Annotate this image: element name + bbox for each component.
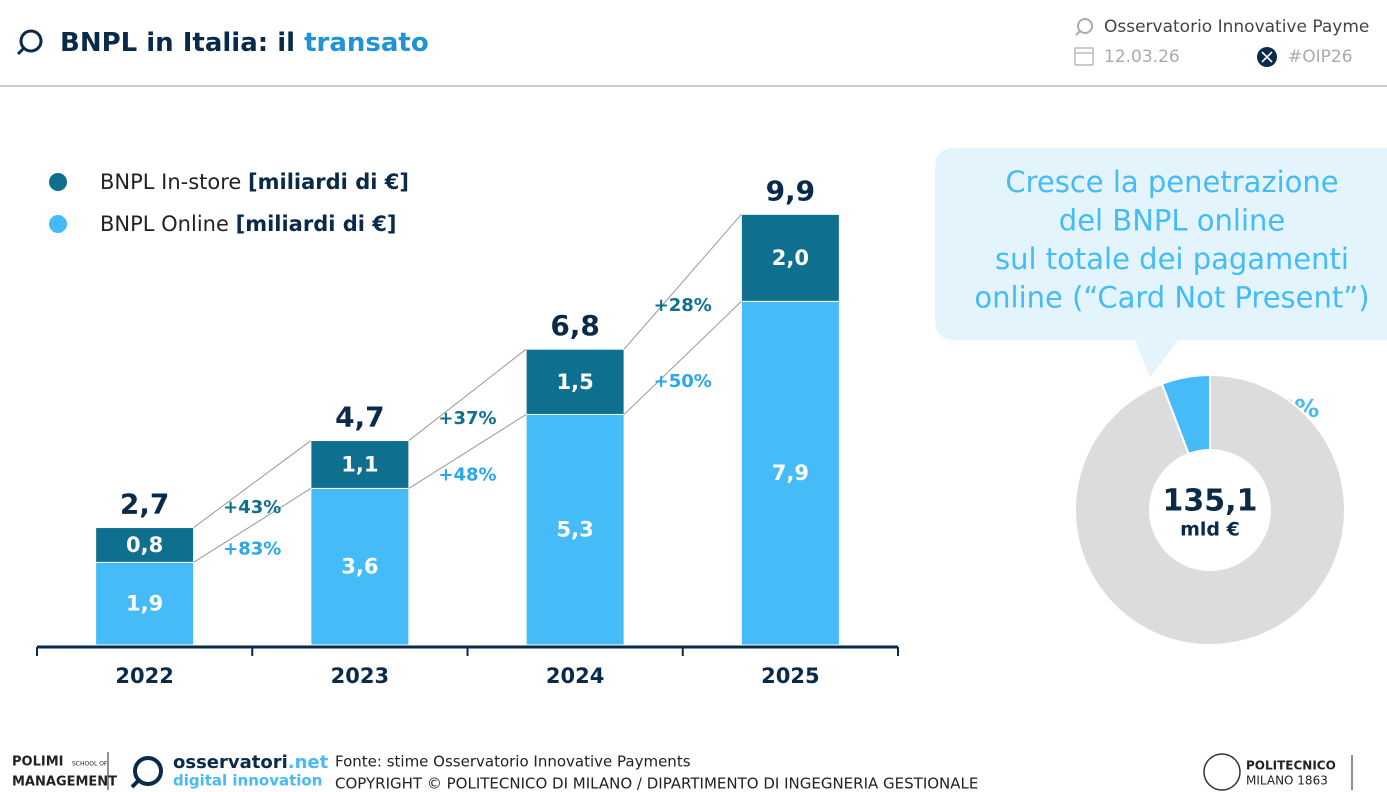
osservatori-logo: osservatori.net	[173, 752, 329, 773]
bar-segment	[525, 413, 625, 646]
growth-connector	[408, 348, 527, 441]
legend-label: BNPL Online [miliardi di €]	[100, 212, 397, 236]
donut-slice	[1073, 373, 1346, 646]
osservatori-icon	[130, 756, 163, 789]
callout-line: Cresce la penetrazione	[1005, 165, 1338, 199]
legend-marker	[49, 173, 67, 191]
legend-unit: [miliardi di €]	[248, 170, 409, 194]
bar-value-label: 5,3	[557, 518, 594, 542]
growth-label: +28%	[654, 295, 712, 316]
bar-value-label: 7,9	[772, 461, 809, 485]
politecnico-city: MILANO 1863	[1246, 774, 1328, 788]
legend-unit: [miliardi di €]	[236, 212, 397, 236]
callout: Cresce la penetrazione del BNPL online sul…	[974, 165, 1369, 315]
polimi-logo: POLIMI	[12, 755, 63, 770]
total-label: 2,7	[120, 488, 170, 521]
bar-value-label: 1,9	[126, 592, 163, 616]
title-highlight: transato	[304, 28, 429, 58]
growth-label: +48%	[438, 464, 496, 485]
bar-segment	[310, 440, 410, 489]
bar-value-label: 3,6	[341, 555, 378, 579]
growth-connector	[193, 440, 312, 528]
title: BNPL in Italia: il transato	[60, 28, 429, 58]
polimi-logo-school: SCHOOL OF	[72, 761, 108, 768]
growth-label: +43%	[223, 497, 281, 518]
callout-line: online (“Card Not Present”)	[974, 281, 1369, 315]
observatory-icon	[1075, 18, 1093, 36]
growth-connector	[408, 414, 527, 489]
growth-connector	[623, 300, 742, 415]
legend-label: BNPL In-store [miliardi di €]	[100, 170, 409, 194]
legend-marker	[49, 215, 67, 233]
polimi-logo-management: MANAGEMENT	[12, 775, 117, 790]
callout-line: del BNPL online	[1059, 204, 1285, 238]
hashtag: #OIP26	[1288, 47, 1353, 67]
legend-name: BNPL In-store	[100, 170, 241, 194]
politecnico-name: POLITECNICO	[1246, 759, 1336, 773]
growth-connector	[623, 214, 742, 350]
growth-label: +37%	[438, 408, 496, 429]
observatory: Osservatorio Innovative Payme	[1104, 17, 1369, 37]
x-tick-label: 2022	[115, 664, 173, 688]
bar-value-label: 2,0	[772, 246, 809, 270]
x-tick-label: 2023	[331, 664, 389, 688]
bar-segment	[740, 300, 840, 646]
osservatori-name: osservatori	[173, 752, 288, 773]
callout-line: sul totale dei pagamenti	[995, 242, 1349, 276]
bar-segment	[740, 213, 840, 302]
x-icon	[1257, 47, 1277, 67]
donut-center-unit: mld €	[1180, 519, 1240, 541]
bar-segment	[95, 527, 195, 563]
bar-segment	[95, 561, 195, 646]
header-icon	[16, 29, 43, 56]
donut-center-value: 135,1	[1163, 484, 1258, 519]
growth-label: +83%	[223, 538, 281, 559]
bar-segment	[310, 487, 410, 646]
growth-label: +50%	[654, 371, 712, 392]
bar-value-label: 1,1	[341, 452, 378, 476]
callout-bubble	[935, 148, 1387, 378]
bar-segment	[525, 348, 625, 415]
x-tick-label: 2024	[546, 664, 604, 688]
copyright: COPYRIGHT © POLITECNICO DI MILANO / DIPA…	[335, 775, 978, 792]
osservatori-tagline: digital innovation	[173, 772, 322, 790]
growth-connector	[193, 487, 312, 563]
politecnico-seal	[1203, 753, 1241, 791]
legend-name: BNPL Online	[100, 212, 229, 236]
osservatori-net: .net	[288, 752, 329, 773]
x-tick-label: 2025	[761, 664, 819, 688]
total-label: 6,8	[550, 309, 600, 342]
total-label: 4,7	[335, 401, 385, 434]
source: Fonte: stime Osservatorio Innovative Pay…	[335, 753, 691, 771]
bar-value-label: 0,8	[126, 533, 163, 557]
date: 12.03.26	[1104, 47, 1180, 67]
bar-value-label: 1,5	[557, 370, 594, 394]
title-text: BNPL in Italia: il	[60, 28, 295, 58]
total-label: 9,9	[766, 174, 816, 207]
calendar-icon	[1074, 47, 1094, 66]
